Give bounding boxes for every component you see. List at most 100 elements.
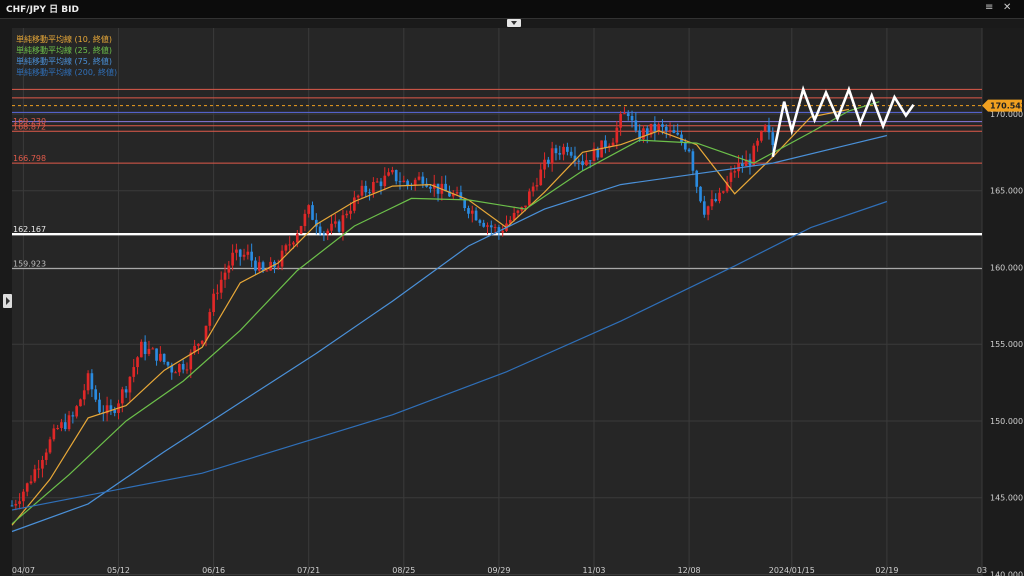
candle-body — [760, 131, 763, 141]
candle-body — [29, 481, 33, 484]
moving-averages — [11, 101, 888, 533]
candle-body — [181, 363, 185, 370]
candle-body — [219, 279, 223, 293]
candle-body — [699, 186, 702, 202]
candle-body — [63, 422, 67, 430]
candle-body — [44, 452, 48, 460]
candle-body — [261, 262, 265, 272]
candle-body — [334, 221, 337, 224]
y-tick-label: 165.000 — [990, 187, 1023, 196]
candle-body — [638, 130, 641, 140]
candle-body — [767, 125, 771, 133]
candle-body — [314, 219, 318, 227]
candle-body — [566, 146, 569, 152]
candle-body — [687, 149, 691, 152]
candle-body — [276, 266, 280, 268]
candle-body — [429, 186, 432, 189]
candle-body — [619, 113, 622, 128]
candle-body — [573, 155, 577, 161]
candle-body — [744, 159, 748, 167]
candle-body — [86, 373, 90, 391]
candle-body — [227, 265, 231, 273]
hamburger-icon[interactable]: ≡ — [985, 2, 994, 13]
y-tick-label: 145.000 — [990, 494, 1023, 503]
candle-body — [71, 415, 75, 417]
legend-entry: 単純移動平均線 (75, 終値) — [16, 56, 112, 66]
candle-body — [375, 181, 379, 183]
candle-body — [672, 130, 676, 133]
candle-body — [501, 230, 505, 233]
candle-body — [448, 191, 451, 197]
candle-body — [531, 186, 535, 192]
ma-line — [11, 134, 888, 533]
candle-body — [387, 172, 390, 176]
candle-body — [128, 376, 132, 393]
candle-body — [113, 409, 117, 413]
candle-body — [645, 128, 649, 135]
candle-body — [528, 191, 531, 206]
y-tick-label: 150.000 — [990, 417, 1023, 426]
candle-body — [379, 181, 383, 187]
candle-body — [246, 251, 250, 255]
candle-body — [322, 233, 326, 235]
candle-body — [82, 390, 86, 400]
candle-body — [394, 169, 398, 182]
candle-body — [223, 272, 227, 280]
candle-body — [155, 348, 158, 361]
candle-body — [368, 192, 371, 194]
candle-body — [615, 127, 619, 143]
candle-body — [364, 185, 368, 193]
level-label: 166.798 — [13, 154, 46, 163]
candle-body — [470, 210, 474, 214]
price-axis-panel — [982, 28, 1024, 576]
candle-body — [193, 345, 196, 353]
price-tag-label: 170.542 — [990, 102, 1024, 111]
candle-body — [151, 348, 155, 350]
candle-body — [147, 348, 151, 354]
candle-body — [132, 367, 136, 377]
candle-body — [345, 213, 349, 216]
candle-body — [299, 226, 303, 234]
candle-body — [642, 128, 645, 140]
candle-body — [372, 181, 375, 193]
candle-body — [295, 233, 299, 243]
level-label: 159.923 — [13, 260, 46, 269]
candle-body — [413, 179, 417, 186]
legend: 単純移動平均線 (10, 終値)単純移動平均線 (25, 終値)単純移動平均線 … — [16, 34, 117, 77]
expand-panel-icon[interactable] — [3, 294, 12, 308]
candle-body — [391, 169, 394, 173]
candle-body — [208, 312, 212, 326]
candle-body — [166, 361, 170, 366]
legend-entry: 単純移動平均線 (200, 終値) — [16, 67, 117, 77]
candle-body — [467, 208, 470, 214]
candle-body — [37, 468, 40, 470]
drawn-zigzag-line — [771, 85, 915, 158]
candle-body — [189, 352, 193, 370]
candle-body — [463, 198, 466, 209]
candle-body — [284, 245, 288, 251]
candle-body — [569, 151, 573, 156]
candle-body — [482, 222, 486, 227]
candle-body — [25, 483, 29, 492]
candle-body — [170, 365, 174, 373]
candle-body — [162, 353, 166, 362]
y-tick-label: 170.000 — [990, 110, 1023, 119]
candle-body — [250, 251, 253, 261]
candle-body — [702, 201, 706, 215]
candle-body — [10, 505, 14, 507]
x-tick-label: 11/03 — [582, 566, 605, 575]
candle-body — [710, 199, 714, 207]
candle-body — [493, 227, 497, 229]
candle-body — [257, 262, 261, 271]
candle-body — [254, 260, 257, 271]
close-icon[interactable]: ✕ — [1003, 2, 1012, 13]
collapse-toggle-icon[interactable] — [507, 19, 521, 27]
candle-body — [558, 153, 562, 155]
candle-body — [178, 363, 181, 373]
candle-body — [592, 148, 596, 162]
candle-body — [337, 221, 341, 232]
candle-body — [238, 249, 242, 257]
level-label: 169.230 — [13, 117, 46, 126]
candle-body — [486, 225, 489, 227]
